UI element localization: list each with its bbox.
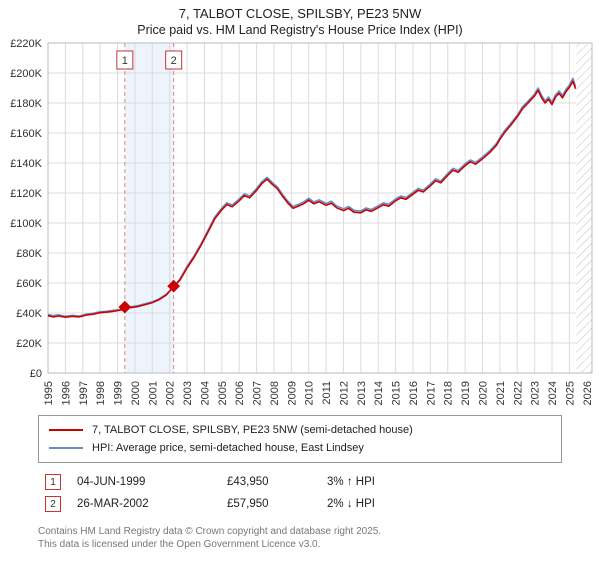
svg-text:2024: 2024 [547, 381, 559, 405]
transaction-1-hpi-delta: 3% ↑ HPI [327, 476, 375, 488]
transaction-2-date: 26-MAR-2002 [77, 498, 149, 510]
transaction-2-hpi-delta: 2% ↓ HPI [327, 498, 375, 510]
svg-text:2008: 2008 [269, 381, 281, 405]
footer-line-1: Contains HM Land Registry data © Crown c… [38, 526, 382, 537]
svg-text:£40K: £40K [16, 308, 42, 320]
svg-text:1: 1 [122, 55, 128, 67]
svg-text:2022: 2022 [512, 381, 524, 405]
svg-text:2003: 2003 [182, 381, 194, 405]
svg-text:£20K: £20K [16, 338, 42, 350]
transaction-1-price: £43,950 [227, 476, 269, 488]
svg-text:2020: 2020 [478, 381, 490, 405]
chart-subtitle: Price paid vs. HM Land Registry's House … [137, 23, 463, 37]
legend-item-property: 7, TALBOT CLOSE, SPILSBY, PE23 5NW (semi… [49, 421, 551, 439]
sale-2-marker [167, 279, 181, 293]
svg-text:1995: 1995 [43, 381, 55, 405]
svg-text:2026: 2026 [582, 381, 594, 405]
price-chart: £0 £20K £40K £60K £80K £100K £120K £140K £160K £1… [10, 38, 594, 405]
svg-text:2018: 2018 [443, 381, 455, 405]
svg-text:2019: 2019 [460, 381, 472, 405]
svg-text:2012: 2012 [338, 381, 350, 405]
svg-text:2016: 2016 [408, 381, 420, 405]
legend-label-hpi: HPI: Average price, semi-detached house,… [92, 442, 364, 454]
svg-text:£200K: £200K [10, 68, 42, 80]
svg-text:£140K: £140K [10, 158, 42, 170]
svg-text:£120K: £120K [10, 188, 42, 200]
svg-text:2002: 2002 [165, 381, 177, 405]
svg-text:2021: 2021 [495, 381, 507, 405]
svg-text:2025: 2025 [564, 381, 576, 405]
legend-label-property: 7, TALBOT CLOSE, SPILSBY, PE23 5NW (semi… [92, 424, 413, 436]
svg-text:1998: 1998 [95, 381, 107, 405]
hpi-line [47, 77, 577, 318]
svg-text:2000: 2000 [130, 381, 142, 405]
footer-line-2: This data is licensed under the Open Gov… [38, 539, 321, 550]
chart-legend: 7, TALBOT CLOSE, SPILSBY, PE23 5NW (semi… [38, 415, 562, 463]
transaction-1-marker: 1 [45, 474, 61, 490]
sale-2-flag [165, 50, 183, 70]
svg-text:1999: 1999 [113, 381, 125, 405]
svg-text:2007: 2007 [252, 381, 264, 405]
license-footer: Contains HM Land Registry data © Crown c… [38, 525, 600, 551]
svg-text:1996: 1996 [60, 381, 72, 405]
svg-text:2015: 2015 [391, 381, 403, 405]
svg-text:2010: 2010 [304, 381, 316, 405]
svg-text:£160K: £160K [10, 128, 42, 140]
svg-text:2004: 2004 [199, 381, 211, 405]
property-line [47, 80, 577, 319]
transaction-row-2: 2 26-MAR-2002 £57,950 2% ↓ HPI [45, 493, 600, 515]
svg-text:£100K: £100K [10, 218, 42, 230]
transaction-2-price: £57,950 [227, 498, 269, 510]
svg-text:2: 2 [171, 55, 177, 67]
svg-text:£0: £0 [30, 368, 42, 380]
between-sales-shading [124, 43, 174, 373]
svg-text:2001: 2001 [147, 381, 159, 405]
svg-text:£60K: £60K [16, 278, 42, 290]
svg-text:2011: 2011 [321, 381, 333, 405]
sale-1-flag [116, 50, 134, 70]
svg-text:2013: 2013 [356, 381, 368, 405]
svg-text:2023: 2023 [530, 381, 542, 405]
svg-text:2009: 2009 [286, 381, 298, 405]
svg-text:1997: 1997 [78, 381, 90, 405]
legend-line-red [49, 429, 83, 431]
transaction-2-marker: 2 [45, 496, 61, 512]
svg-text:2005: 2005 [217, 381, 229, 405]
transactions-list: 1 04-JUN-1999 £43,950 3% ↑ HPI 2 26-MAR-… [45, 471, 600, 515]
transaction-1-date: 04-JUN-1999 [77, 476, 146, 488]
chart-title: 7, TALBOT CLOSE, SPILSBY, PE23 5NW [178, 6, 422, 21]
svg-text:£220K: £220K [10, 38, 42, 50]
transaction-row-1: 1 04-JUN-1999 £43,950 3% ↑ HPI [45, 471, 600, 493]
legend-line-blue [49, 447, 83, 449]
legend-item-hpi: HPI: Average price, semi-detached house,… [49, 439, 551, 457]
svg-text:£180K: £180K [10, 98, 42, 110]
svg-text:2006: 2006 [234, 381, 246, 405]
svg-text:2017: 2017 [425, 381, 437, 405]
future-hatch [576, 43, 592, 373]
svg-text:2014: 2014 [373, 381, 385, 405]
svg-text:£80K: £80K [16, 248, 42, 260]
sale-1-marker [118, 300, 132, 314]
